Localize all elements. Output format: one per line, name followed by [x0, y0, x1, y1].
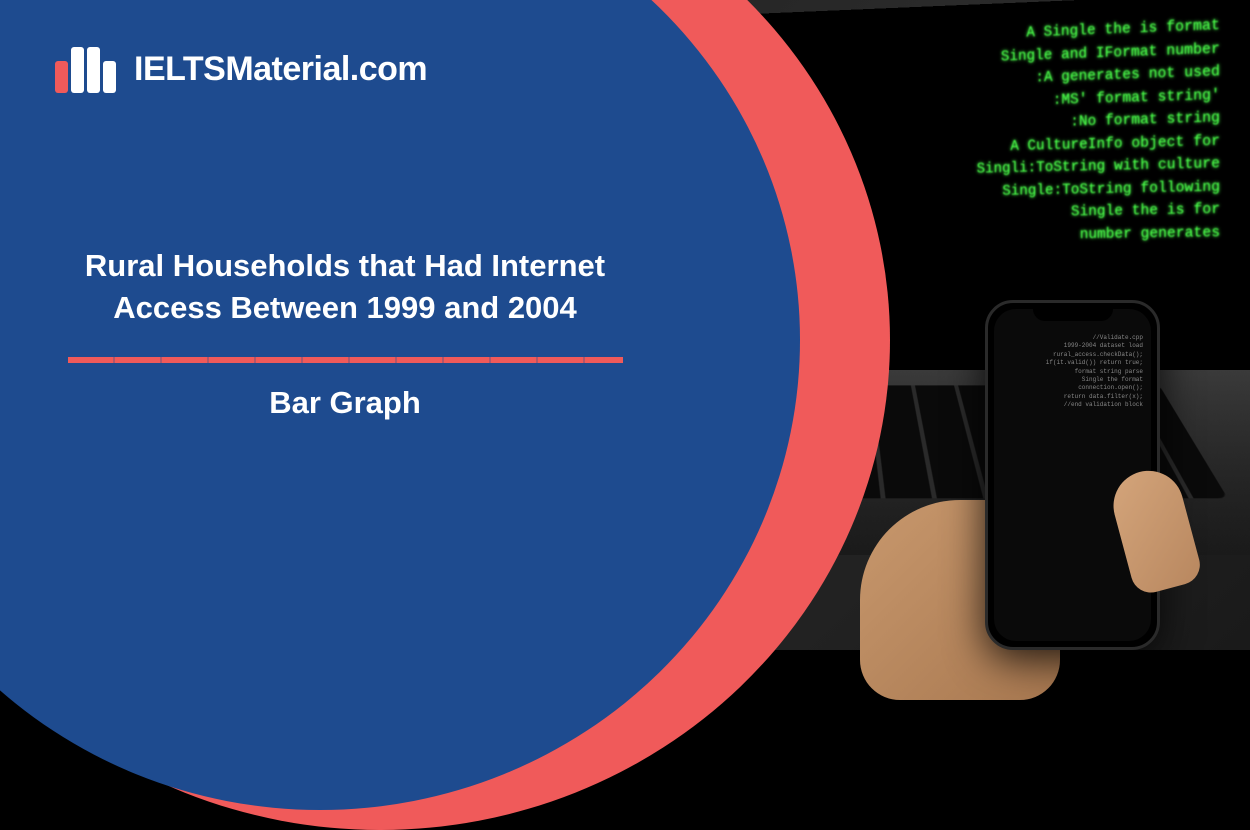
title-divider — [68, 357, 623, 363]
logo-text: IELTSMaterial.com — [134, 50, 427, 89]
logo-bar-1 — [55, 61, 68, 93]
logo-bar-3 — [87, 47, 100, 93]
phone-code-text: //Validate.cpp 1999-2004 dataset load ru… — [1002, 334, 1143, 410]
logo-bar-4 — [103, 61, 116, 93]
subtitle: Bar Graph — [35, 385, 655, 421]
title-block: Rural Households that Had Internet Acces… — [35, 245, 655, 421]
main-title: Rural Households that Had Internet Acces… — [35, 245, 655, 329]
hand-holding-phone: //Validate.cpp 1999-2004 dataset load ru… — [860, 290, 1210, 670]
logo-icon — [55, 45, 116, 93]
banner-container: A Single the is format Single and IForma… — [0, 0, 1250, 650]
brand-logo: IELTSMaterial.com — [55, 45, 427, 93]
phone-notch — [1033, 303, 1113, 321]
phone-screen: //Validate.cpp 1999-2004 dataset load ru… — [994, 309, 1151, 641]
logo-bar-2 — [71, 47, 84, 93]
